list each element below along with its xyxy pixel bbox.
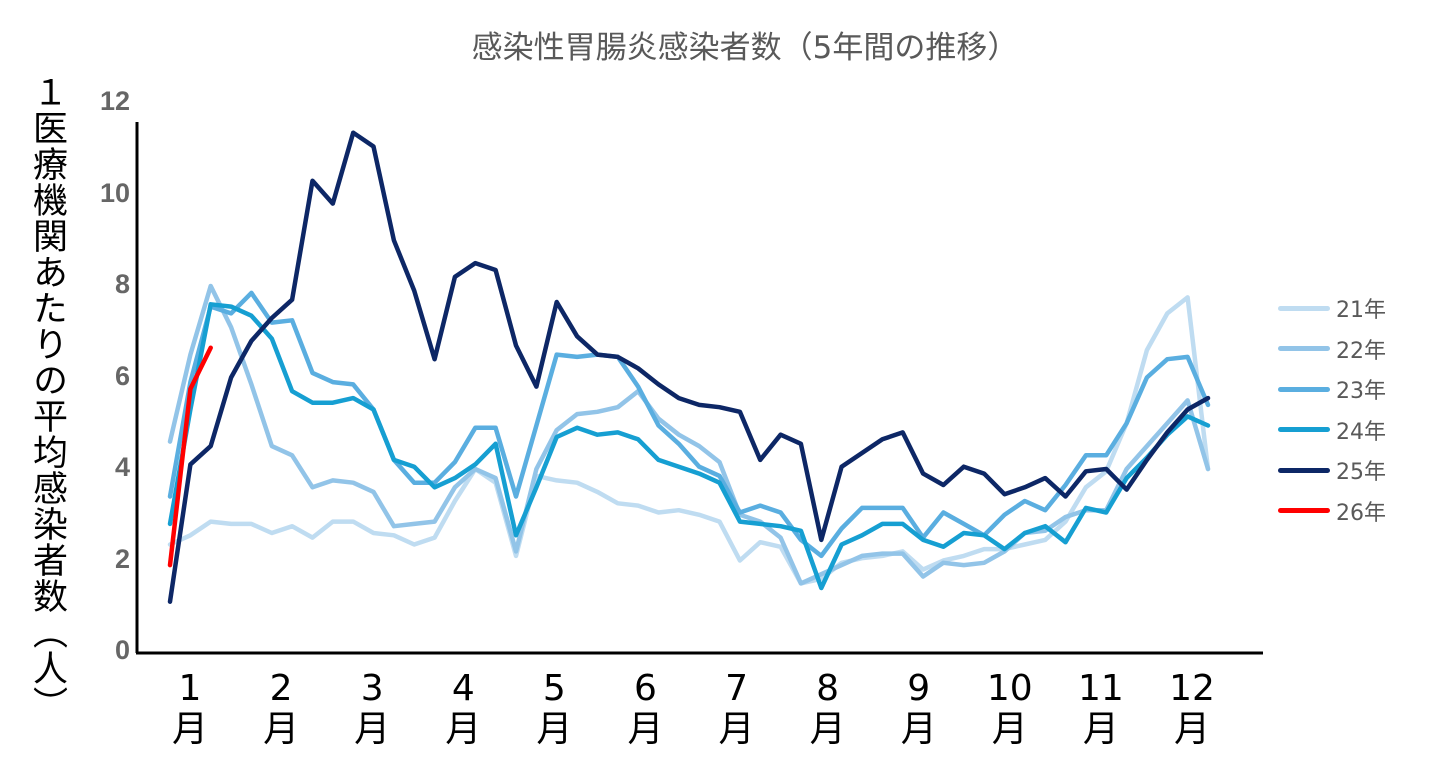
legend-swatch <box>1278 508 1330 514</box>
x-tick-month-number: 12 <box>1169 668 1215 709</box>
x-tick-month-unit: 月 <box>900 709 937 750</box>
x-tick-month-number: 10 <box>986 668 1033 709</box>
y-tick-label: 8 <box>114 269 130 299</box>
x-tick-month-number: 7 <box>725 668 748 709</box>
x-tick-month-unit: 月 <box>991 709 1028 750</box>
x-tick-month-unit: 月 <box>809 709 846 750</box>
x-tick-month-number: 5 <box>542 668 566 709</box>
series-line-22年 <box>167 283 1211 586</box>
x-tick-label: 11 月 <box>1061 668 1141 750</box>
x-tick-month-number: 3 <box>360 668 384 709</box>
legend-item: 26年 <box>1278 491 1386 532</box>
x-tick-month-number: 4 <box>451 668 475 709</box>
legend-label: 23年 <box>1336 379 1386 405</box>
y-tick-label: 4 <box>114 452 130 482</box>
series-line-23年 <box>167 290 1211 559</box>
legend-item: 24年 <box>1278 410 1386 451</box>
legend-label: 26年 <box>1336 500 1386 526</box>
x-tick-month-unit: 月 <box>536 709 573 750</box>
y-axis-label: １医療機関あたりの平均感染者数（人） <box>27 74 67 722</box>
series-line-21年 <box>167 295 1211 586</box>
x-tick-month-unit: 月 <box>171 709 208 750</box>
x-tick-label: 12 月 <box>1152 668 1232 750</box>
x-tick-month-unit: 月 <box>627 709 664 750</box>
x-tick-month-number: 11 <box>1078 668 1124 709</box>
chart-title: 感染性胃腸炎感染者数（5年間の推移） <box>471 30 1019 66</box>
x-tick-month-unit: 月 <box>1082 709 1119 750</box>
series-line-24年 <box>167 302 1211 591</box>
legend-swatch <box>1278 346 1330 352</box>
x-tick-month-number: 8 <box>816 668 840 709</box>
legend-swatch <box>1278 386 1330 392</box>
legend: 21年 22年 23年 24年 25年 26年 <box>1278 288 1386 531</box>
y-tick-label: 2 <box>114 543 130 574</box>
legend-item: 21年 <box>1278 288 1386 329</box>
x-tick-label: 10 月 <box>970 668 1050 750</box>
x-tick-month-unit: 月 <box>1173 709 1210 750</box>
y-tick-label: 6 <box>114 360 130 391</box>
legend-item: 23年 <box>1278 369 1386 410</box>
legend-label: 24年 <box>1336 419 1386 445</box>
y-tick-label: 0 <box>114 635 130 665</box>
x-tick-month-unit: 月 <box>718 709 755 750</box>
legend-swatch <box>1278 427 1330 433</box>
y-tick-label: 10 <box>99 177 130 208</box>
legend-item: 25年 <box>1278 450 1386 491</box>
legend-swatch <box>1278 467 1330 473</box>
series-line-25年 <box>167 130 1211 604</box>
legend-swatch <box>1278 305 1330 311</box>
x-tick-month-unit: 月 <box>354 709 391 750</box>
legend-item: 22年 <box>1278 329 1386 370</box>
x-tick-month-number: 6 <box>634 668 657 709</box>
legend-label: 25年 <box>1336 460 1386 486</box>
legend-label: 22年 <box>1336 338 1386 364</box>
x-tick-month-number: 9 <box>907 668 931 709</box>
x-tick-month-number: 2 <box>269 668 293 709</box>
series-line-26年 <box>167 345 213 568</box>
legend-label: 21年 <box>1336 298 1386 324</box>
y-tick-label: 12 <box>99 86 130 116</box>
x-tick-month-number: 1 <box>178 668 202 709</box>
x-tick-month-unit: 月 <box>263 709 300 750</box>
x-tick-month-unit: 月 <box>445 709 482 750</box>
